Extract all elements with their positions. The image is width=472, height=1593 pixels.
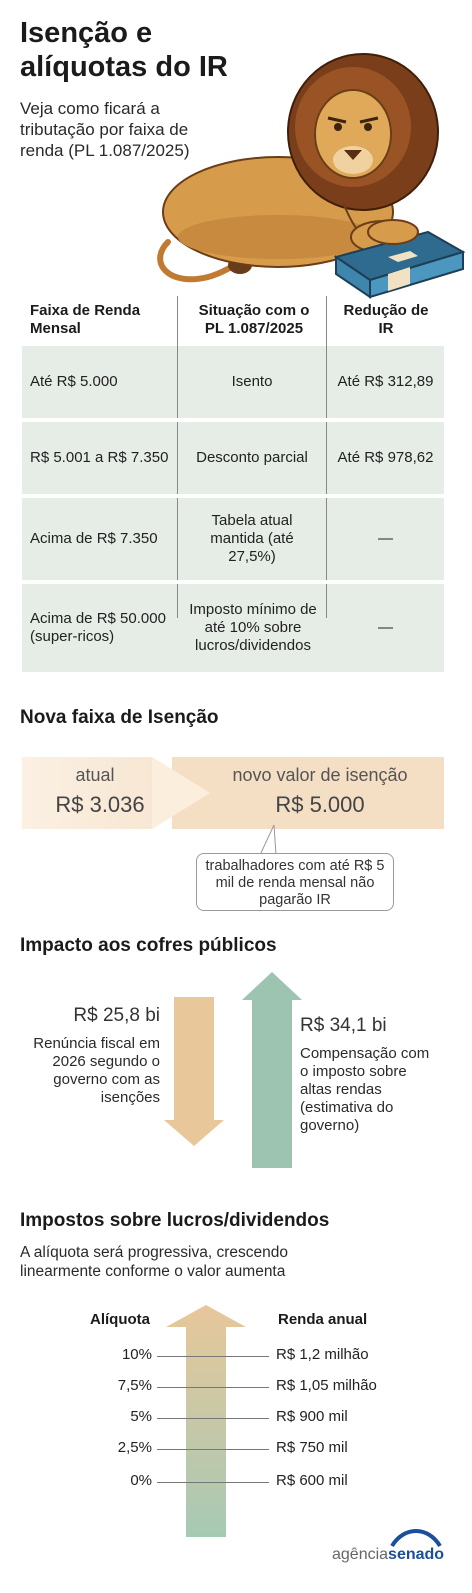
logo-brand: senado	[388, 1546, 445, 1563]
column-divider	[177, 296, 178, 618]
row-separator	[22, 494, 444, 498]
page-title: Isenção e alíquotas do IR	[20, 17, 228, 83]
aliquota-value: 2,5%	[117, 1439, 152, 1456]
table-row	[22, 584, 444, 672]
renda-anual-label: Renda anual	[278, 1311, 368, 1328]
agencia-senado-logo[interactable]: agênciasenado	[332, 1546, 444, 1564]
logo-prefix: agência	[332, 1546, 389, 1563]
cell-faixa: Acima de R$ 50.000 (super-ricos)	[30, 610, 166, 645]
cell-reducao: Até R$ 312,89	[337, 373, 434, 390]
column-divider	[326, 296, 327, 618]
lion-illustration	[157, 53, 466, 299]
aliquota-value: 7,5%	[117, 1377, 152, 1394]
aliquota-value: 0%	[130, 1472, 152, 1489]
renuncia-value: R$ 25,8 bi	[73, 1005, 160, 1026]
table-row	[22, 346, 444, 418]
cell-situacao: Desconto parcial	[196, 449, 308, 466]
table-row	[22, 498, 444, 580]
col-header-reducao: Redução de IR	[343, 302, 429, 337]
novo-value: R$ 5.000	[275, 792, 365, 817]
cell-situacao: Isento	[231, 373, 273, 390]
impact-arrows	[164, 972, 302, 1168]
section-heading-dividendos: Impostos sobre lucros/dividendos	[20, 1210, 330, 1231]
callout-pointer	[259, 824, 277, 855]
col-header-faixa: Faixa de Renda Mensal	[30, 302, 141, 337]
dividendos-description: A alíquota será progressiva, crescendo l…	[20, 1244, 288, 1280]
cell-faixa: R$ 5.001 a R$ 7.350	[30, 449, 169, 466]
atual-value: R$ 3.036	[55, 792, 145, 817]
level-line	[157, 1387, 269, 1388]
cell-reducao: —	[378, 619, 393, 636]
cell-faixa: Acima de R$ 7.350	[30, 530, 158, 547]
level-line	[157, 1482, 269, 1483]
atual-label: atual	[75, 765, 115, 785]
renda-value: R$ 1,2 milhão	[276, 1346, 369, 1363]
section-heading-impacto: Impacto aos cofres públicos	[20, 935, 277, 956]
cell-reducao: Até R$ 978,62	[337, 449, 434, 466]
exemption-arrow-graphic	[22, 757, 444, 829]
logo-arc-icon	[390, 1529, 442, 1548]
page-subtitle: Veja como ficará a tributação por faixa …	[20, 99, 190, 160]
renda-value: R$ 600 mil	[276, 1472, 348, 1489]
renda-value: R$ 900 mil	[276, 1408, 348, 1425]
section-heading-isencao: Nova faixa de Isenção	[20, 707, 219, 728]
level-line	[157, 1356, 269, 1357]
renda-value: R$ 1,05 milhão	[276, 1377, 377, 1394]
cell-faixa: Até R$ 5.000	[30, 373, 118, 390]
row-separator	[22, 418, 444, 422]
cell-reducao: —	[378, 530, 393, 547]
progressive-arrow	[166, 1305, 246, 1537]
renuncia-text: Renúncia fiscal em 2026 segundo o govern…	[33, 1035, 160, 1106]
col-header-situacao: Situação com o PL 1.087/2025	[198, 302, 310, 337]
row-separator	[22, 580, 444, 584]
exemption-callout: trabalhadores com até R$ 5 mil de renda …	[196, 853, 394, 911]
aliquota-label: Alíquota	[90, 1311, 150, 1328]
cell-situacao: Imposto mínimo de até 10% sobre lucros/d…	[189, 601, 317, 654]
level-line	[157, 1449, 269, 1450]
table-row	[22, 422, 444, 494]
renda-value: R$ 750 mil	[276, 1439, 348, 1456]
novo-label: novo valor de isenção	[232, 765, 408, 785]
aliquota-value: 10%	[121, 1346, 152, 1363]
compensacao-text: Compensação com o imposto sobre altas re…	[300, 1045, 430, 1134]
level-line	[157, 1418, 269, 1419]
aliquota-value: 5%	[130, 1408, 152, 1425]
cell-situacao: Tabela atual mantida (até 27,5%)	[210, 512, 294, 565]
compensacao-value: R$ 34,1 bi	[300, 1015, 387, 1036]
